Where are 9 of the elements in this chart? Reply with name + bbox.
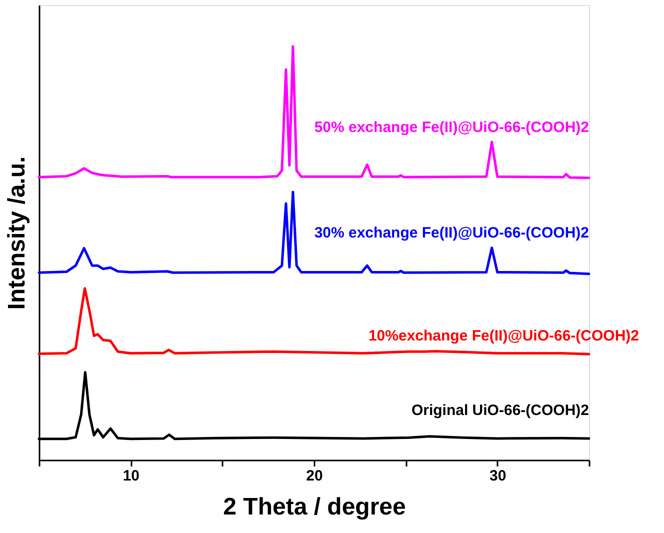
series-label: 30% exchange Fe(II)@UiO-66-(COOH)2 [314,224,589,242]
y-axis-title: Intensity /a.u. [4,156,30,310]
x-tick-label: 10 [122,468,140,484]
series-label: 10%exchange Fe(II)@UiO-66-(COOH)2 [368,328,639,345]
x-tick-label: 20 [306,468,323,484]
series-label: Original UiO-66-(COOH)2 [411,402,589,419]
x-axis-title: 2 Theta / degree [223,494,406,520]
series-label: 50% exchange Fe(II)@UiO-66-(COOH)2 [314,119,589,136]
x-tick-label: 30 [489,468,506,484]
